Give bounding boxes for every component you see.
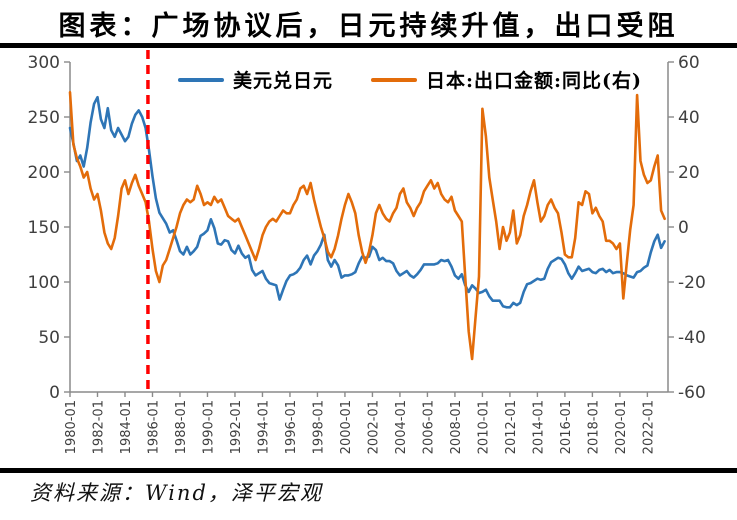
usdjpy-series-line bbox=[68, 95, 666, 309]
source-note: 资料来源：Wind，泽平宏观 bbox=[30, 481, 323, 505]
right-axis-tick-label: -60 bbox=[678, 383, 706, 403]
right-axis-tick-label: 60 bbox=[678, 53, 700, 73]
right-axis-tick-label: -20 bbox=[678, 273, 706, 293]
x-axis-tick-label: 1998-01 bbox=[311, 400, 326, 454]
x-axis-tick-label: 1990-01 bbox=[201, 400, 216, 454]
left-axis-tick-label: 100 bbox=[28, 273, 60, 293]
legend-item-usdjpy: 美元兑日元 bbox=[178, 66, 333, 93]
x-axis-tick-label: 1984-01 bbox=[119, 400, 134, 454]
bottom-divider bbox=[0, 468, 737, 473]
x-axis-tick-label: 1996-01 bbox=[284, 400, 299, 454]
chart-legend: 美元兑日元 日本:出口金额:同比(右) bbox=[178, 66, 642, 93]
left-axis-tick-label: 0 bbox=[49, 383, 60, 403]
x-axis-tick-label: 2002-01 bbox=[366, 400, 381, 454]
x-axis-tick-label: 2020-01 bbox=[614, 400, 629, 454]
page-title: 图表：广场协议后，日元持续升值，出口受阻 bbox=[58, 11, 679, 42]
x-axis-tick-label: 2006-01 bbox=[421, 400, 436, 454]
x-axis-tick-label: 2008-01 bbox=[449, 400, 464, 454]
x-axis-tick-label: 2000-01 bbox=[339, 400, 354, 454]
x-axis-tick-label: 1980-01 bbox=[64, 400, 79, 454]
usdjpy-line-swatch bbox=[178, 77, 224, 82]
right-axis-tick-label: -40 bbox=[678, 328, 706, 348]
left-axis-tick-label: 300 bbox=[28, 53, 60, 73]
left-axis-tick-label: 150 bbox=[28, 218, 60, 238]
x-axis-tick-label: 1986-01 bbox=[146, 400, 161, 454]
x-axis-tick-label: 2012-01 bbox=[504, 400, 519, 454]
x-axis-tick-label: 1988-01 bbox=[174, 400, 189, 454]
exports-line-swatch bbox=[371, 77, 418, 82]
x-axis-tick-label: 2004-01 bbox=[394, 400, 409, 454]
x-axis-tick-label: 2010-01 bbox=[476, 400, 491, 454]
left-axis-tick-label: 50 bbox=[38, 328, 60, 348]
top-divider bbox=[0, 43, 737, 48]
right-axis-tick-label: 40 bbox=[678, 108, 700, 128]
left-axis-tick-label: 250 bbox=[28, 108, 60, 128]
legend-label-usdjpy: 美元兑日元 bbox=[233, 70, 334, 92]
legend-item-exports: 日本:出口金额:同比(右) bbox=[371, 66, 642, 93]
right-axis-tick-label: 20 bbox=[678, 163, 700, 183]
right-axis-tick-label: 0 bbox=[678, 218, 689, 238]
x-axis-tick-label: 1992-01 bbox=[229, 400, 244, 454]
x-axis-tick-label: 1982-01 bbox=[91, 400, 106, 454]
left-axis-tick-label: 200 bbox=[28, 163, 60, 183]
legend-label-exports: 日本:出口金额:同比(右) bbox=[426, 70, 643, 92]
x-axis-tick-label: 2016-01 bbox=[559, 400, 574, 454]
x-axis-tick-label: 2022-01 bbox=[641, 400, 656, 454]
x-axis-tick-label: 2018-01 bbox=[586, 400, 601, 454]
exports-yoy-series-line bbox=[68, 91, 666, 361]
x-axis-tick-label: 2014-01 bbox=[531, 400, 546, 454]
x-axis-tick-label: 1994-01 bbox=[256, 400, 271, 454]
